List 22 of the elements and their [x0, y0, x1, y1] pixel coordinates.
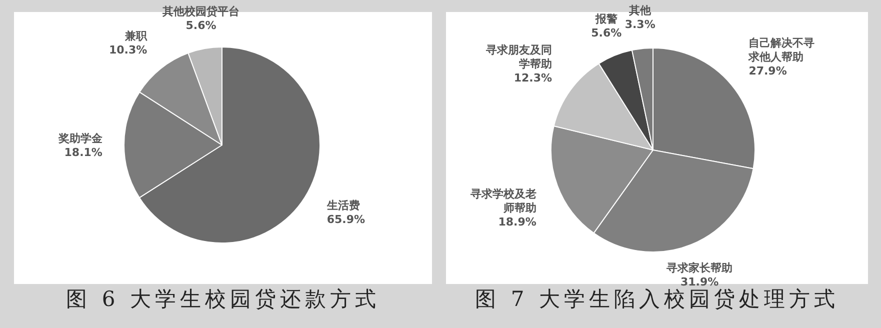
- slice-label: 其他校园贷平台: [162, 4, 240, 18]
- data-label: 3.3%: [624, 18, 656, 31]
- slice-label: 其他: [628, 4, 652, 17]
- text: 图 7 大学生陷入校园贷处理方式: [475, 287, 839, 311]
- data-label: 10.3%: [109, 43, 148, 56]
- data-label: 65.9%: [326, 212, 366, 226]
- slice-label: 生活费: [326, 198, 360, 212]
- slice-label: 寻求朋友及同学帮助: [485, 43, 552, 70]
- data-label: 18.1%: [64, 146, 102, 159]
- slice-label: 自己解决不寻求他人帮助: [748, 36, 815, 64]
- data-label: 5.6%: [186, 18, 216, 32]
- slice-label: 寻求学校及老师帮助: [469, 187, 536, 214]
- slice-label: 寻求家长帮助: [666, 262, 733, 275]
- data-label: 18.9%: [498, 215, 536, 228]
- slice-label: 兼职: [124, 29, 148, 42]
- data-label: 5.6%: [591, 26, 622, 40]
- slice-label: 奖助学金: [57, 132, 104, 145]
- data-label: 12.3%: [514, 71, 552, 84]
- text: 图 6 大学生校园贷还款方式: [66, 287, 380, 311]
- data-label: 27.9%: [748, 64, 787, 78]
- data-label: 31.9%: [680, 276, 719, 289]
- slice-label: 报警: [594, 12, 618, 26]
